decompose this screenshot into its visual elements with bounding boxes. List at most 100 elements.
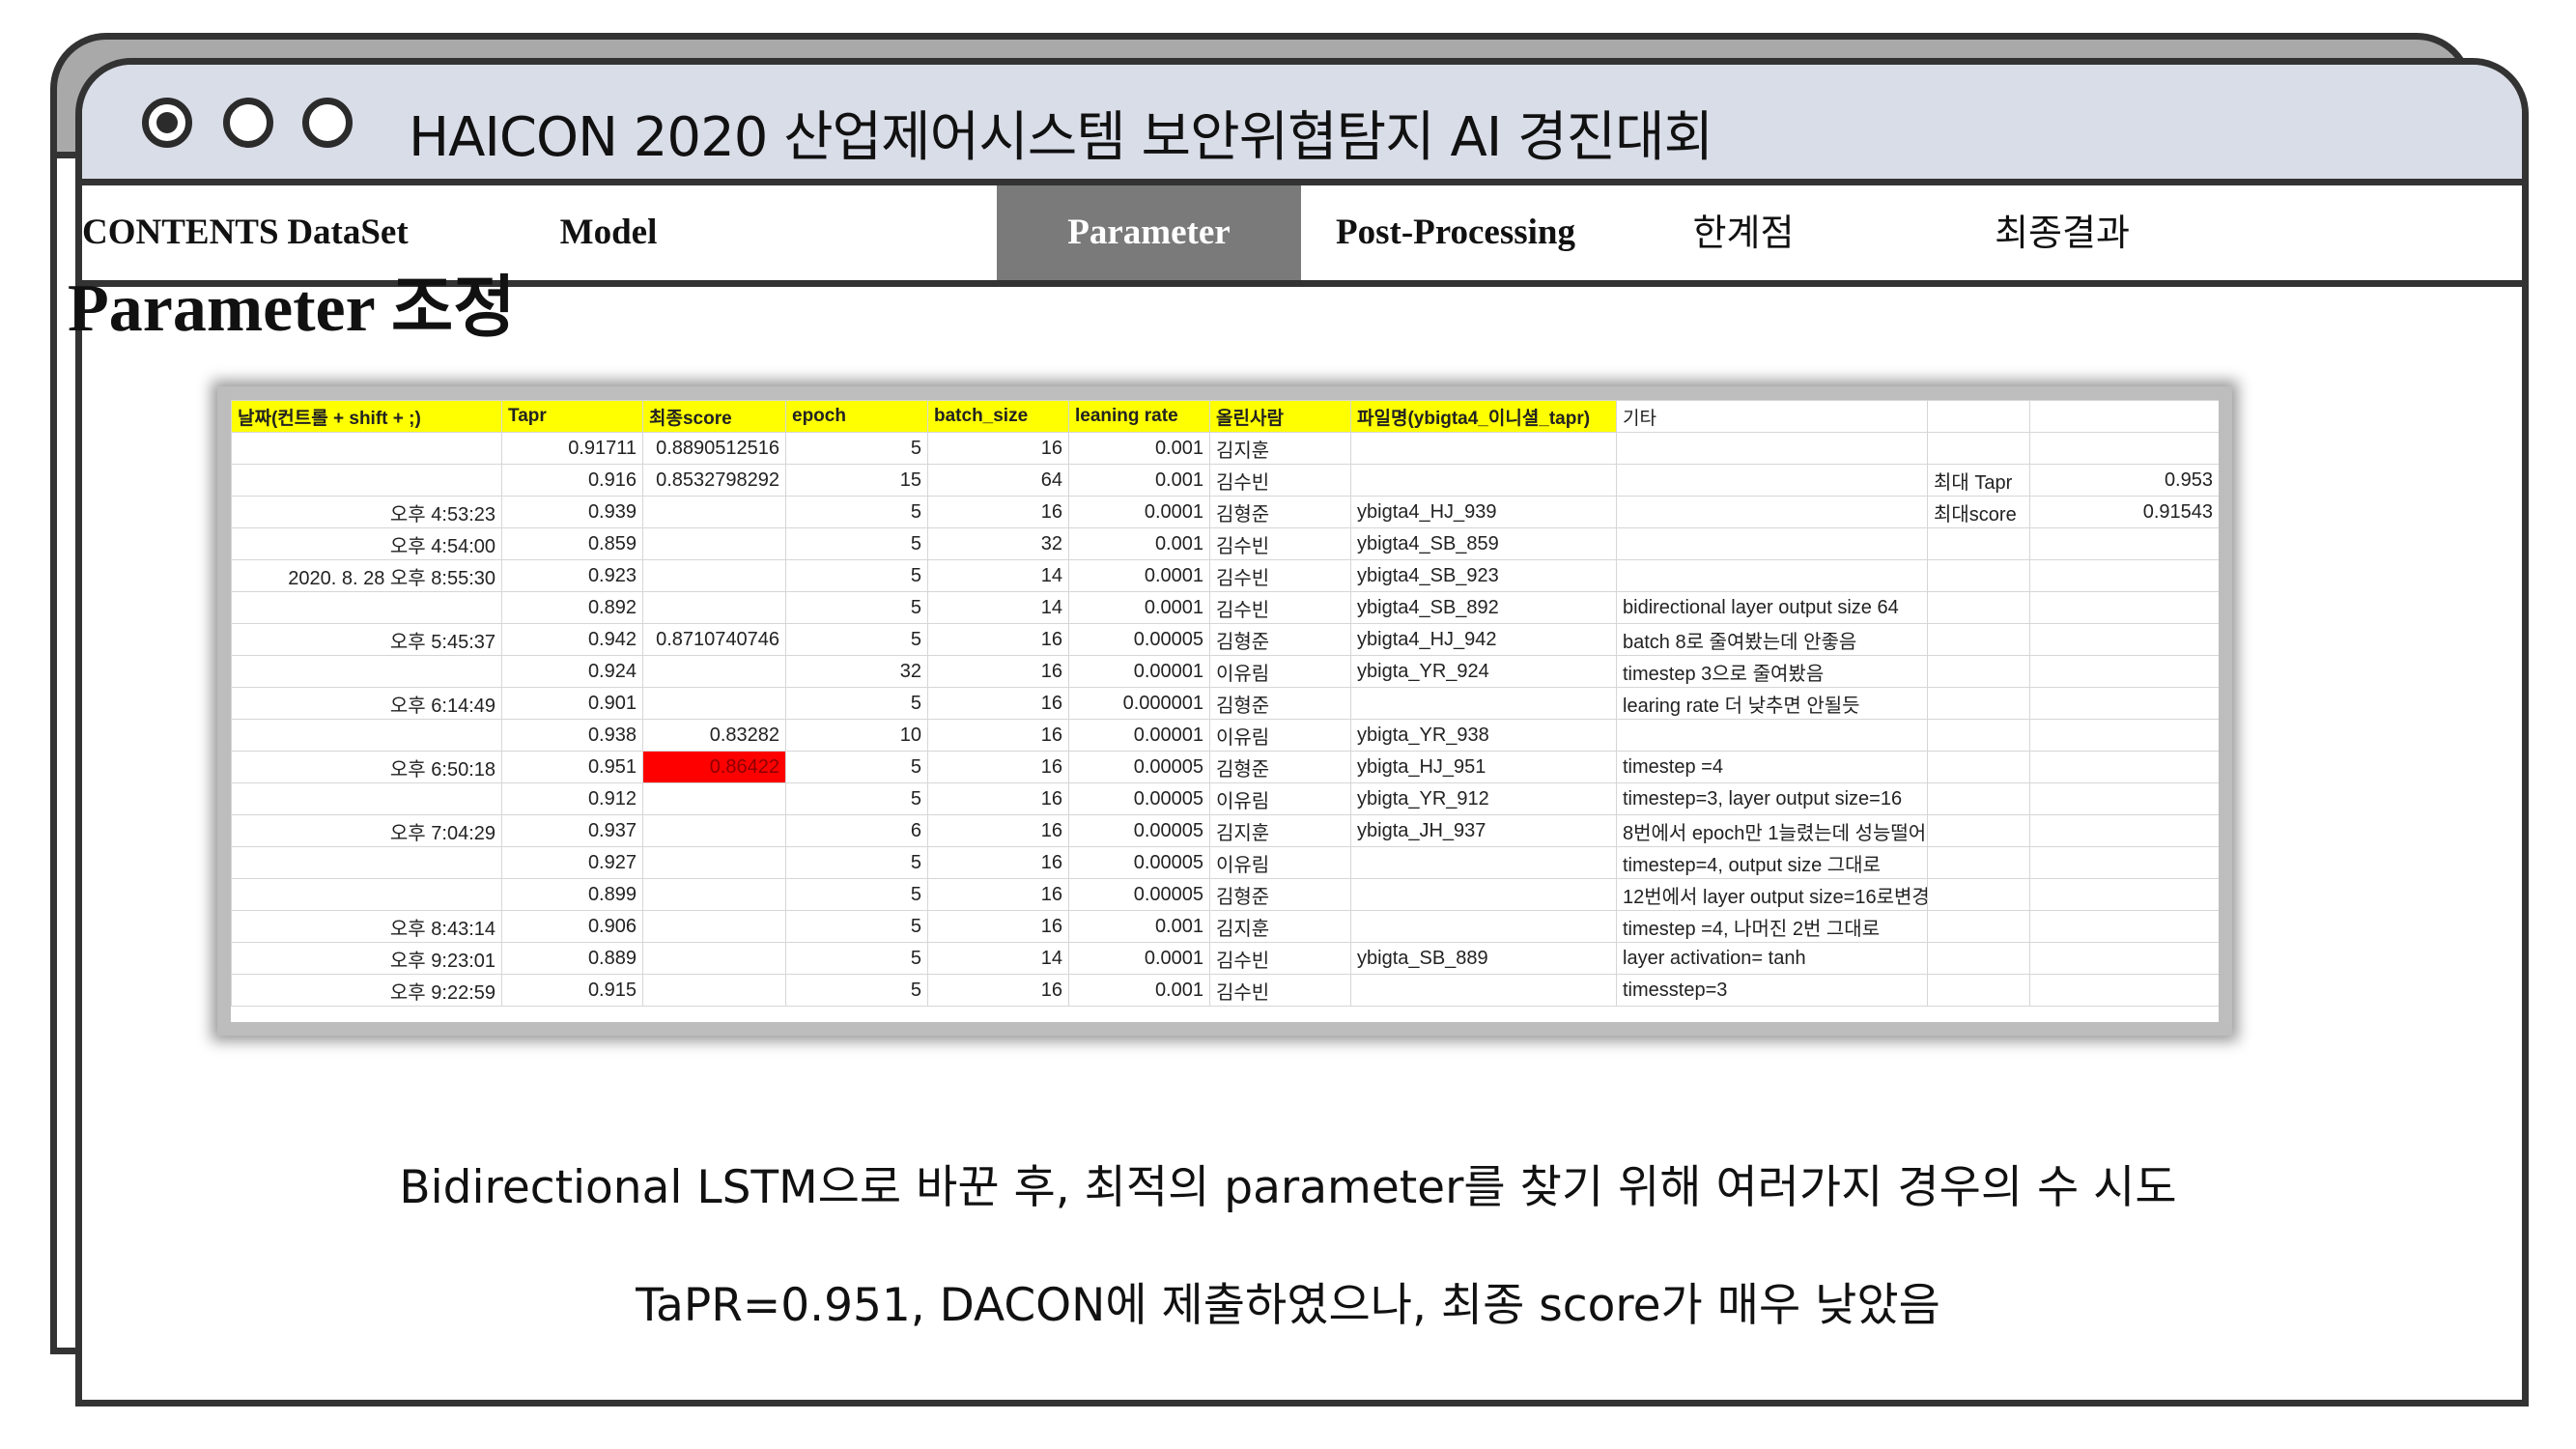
- nav-item-contents[interactable]: CONTENTS: [82, 213, 279, 252]
- table-cell[interactable]: 김수빈: [1209, 974, 1351, 1007]
- nav-item-dataset[interactable]: DataSet: [287, 213, 409, 252]
- table-cell[interactable]: 김지훈: [1209, 910, 1351, 943]
- table-cell[interactable]: 16: [927, 974, 1069, 1007]
- table-cell[interactable]: 0.001: [1068, 910, 1210, 943]
- table-cell[interactable]: [1927, 910, 2030, 943]
- table-cell[interactable]: 16: [927, 687, 1069, 720]
- table-cell[interactable]: 16: [927, 655, 1069, 688]
- table-cell[interactable]: [1350, 910, 1617, 943]
- column-header[interactable]: 날짜(컨트롤 + shift + ;): [231, 400, 502, 433]
- table-cell[interactable]: 김지훈: [1209, 814, 1351, 847]
- table-cell[interactable]: bidirectional layer output size 64: [1616, 591, 1928, 624]
- window-button-circle-icon[interactable]: [223, 98, 273, 148]
- table-cell[interactable]: ybigta4_SB_859: [1350, 527, 1617, 560]
- table-cell[interactable]: [2029, 527, 2219, 560]
- nav-item-final-results[interactable]: 최종결과: [1995, 212, 2130, 254]
- table-cell[interactable]: [1927, 878, 2030, 911]
- table-cell[interactable]: 14: [927, 591, 1069, 624]
- table-cell[interactable]: [1927, 814, 2030, 847]
- table-cell[interactable]: [231, 655, 502, 688]
- table-cell[interactable]: [2029, 910, 2219, 943]
- table-cell[interactable]: 0.001: [1068, 464, 1210, 497]
- table-cell[interactable]: [231, 591, 502, 624]
- table-cell[interactable]: ybigta_YR_924: [1350, 655, 1617, 688]
- table-cell[interactable]: 0.906: [501, 910, 643, 943]
- table-cell[interactable]: 0.86422: [642, 751, 786, 783]
- table-cell[interactable]: 이유림: [1209, 655, 1351, 688]
- table-cell[interactable]: ybigta_SB_889: [1350, 942, 1617, 975]
- table-cell[interactable]: [1927, 751, 2030, 783]
- table-cell[interactable]: 16: [927, 878, 1069, 911]
- table-cell[interactable]: 0.0001: [1068, 559, 1210, 592]
- table-cell[interactable]: 5: [785, 942, 928, 975]
- column-header[interactable]: Tapr: [501, 400, 643, 433]
- table-cell[interactable]: [2029, 814, 2219, 847]
- table-cell[interactable]: 16: [927, 719, 1069, 752]
- window-button-circle-icon[interactable]: [302, 98, 353, 148]
- table-cell[interactable]: 0.899: [501, 878, 643, 911]
- table-cell[interactable]: 오후 9:22:59: [231, 974, 502, 1007]
- table-cell[interactable]: 0.8890512516: [642, 432, 786, 465]
- table-cell[interactable]: layer activation= tanh: [1616, 942, 1928, 975]
- table-cell[interactable]: 5: [785, 591, 928, 624]
- table-cell[interactable]: [1927, 719, 2030, 752]
- table-cell[interactable]: 김수빈: [1209, 527, 1351, 560]
- table-cell[interactable]: ybigta4_SB_923: [1350, 559, 1617, 592]
- table-cell[interactable]: 김지훈: [1209, 432, 1351, 465]
- table-cell[interactable]: [1616, 559, 1928, 592]
- table-cell[interactable]: ybigta4_HJ_939: [1350, 496, 1617, 528]
- nav-item-parameter[interactable]: Parameter: [997, 185, 1301, 280]
- table-cell[interactable]: 0.912: [501, 782, 643, 815]
- table-cell[interactable]: batch 8로 줄여봤는데 안좋음: [1616, 623, 1928, 656]
- table-cell[interactable]: [642, 496, 786, 528]
- table-cell[interactable]: [642, 974, 786, 1007]
- table-cell[interactable]: [1350, 464, 1617, 497]
- table-cell[interactable]: 15: [785, 464, 928, 497]
- table-cell[interactable]: [642, 878, 786, 911]
- table-cell[interactable]: [2029, 687, 2219, 720]
- table-cell[interactable]: [2029, 974, 2219, 1007]
- table-cell[interactable]: 5: [785, 687, 928, 720]
- table-cell[interactable]: 김수빈: [1209, 942, 1351, 975]
- table-cell[interactable]: [1927, 432, 2030, 465]
- table-cell[interactable]: 0.83282: [642, 719, 786, 752]
- table-cell[interactable]: [231, 878, 502, 911]
- table-cell[interactable]: [2029, 655, 2219, 688]
- table-cell[interactable]: ybigta_HJ_951: [1350, 751, 1617, 783]
- table-cell[interactable]: 0.001: [1068, 974, 1210, 1007]
- table-cell[interactable]: timestep=3, layer output size=16: [1616, 782, 1928, 815]
- column-header[interactable]: 최종score: [642, 400, 786, 433]
- table-cell[interactable]: [1616, 719, 1928, 752]
- table-cell[interactable]: 0.892: [501, 591, 643, 624]
- table-cell[interactable]: 16: [927, 782, 1069, 815]
- table-cell[interactable]: 16: [927, 432, 1069, 465]
- column-header[interactable]: leaning rate: [1068, 400, 1210, 433]
- table-cell[interactable]: 16: [927, 846, 1069, 879]
- table-cell[interactable]: [1350, 846, 1617, 879]
- column-header[interactable]: [2029, 400, 2219, 433]
- table-cell[interactable]: 16: [927, 910, 1069, 943]
- table-cell[interactable]: 최대 Tapr: [1927, 464, 2030, 497]
- column-header[interactable]: 파일명(ybigta4_이니셜_tapr): [1350, 400, 1617, 433]
- table-cell[interactable]: 이유림: [1209, 719, 1351, 752]
- table-cell[interactable]: 오후 8:43:14: [231, 910, 502, 943]
- table-cell[interactable]: [2029, 878, 2219, 911]
- table-cell[interactable]: [642, 814, 786, 847]
- table-cell[interactable]: 5: [785, 910, 928, 943]
- column-header[interactable]: [1927, 400, 2030, 433]
- table-cell[interactable]: 0.859: [501, 527, 643, 560]
- table-cell[interactable]: [1927, 974, 2030, 1007]
- table-cell[interactable]: 0.001: [1068, 432, 1210, 465]
- table-cell[interactable]: [2029, 782, 2219, 815]
- nav-item-model[interactable]: Model: [559, 213, 658, 252]
- table-cell[interactable]: [642, 687, 786, 720]
- table-cell[interactable]: timestep =4, 나머진 2번 그대로: [1616, 910, 1928, 943]
- table-cell[interactable]: 0.91543: [2029, 496, 2219, 528]
- table-cell[interactable]: [642, 591, 786, 624]
- table-cell[interactable]: [2029, 719, 2219, 752]
- table-cell[interactable]: 0.951: [501, 751, 643, 783]
- table-cell[interactable]: 0.00005: [1068, 878, 1210, 911]
- column-header[interactable]: epoch: [785, 400, 928, 433]
- table-cell[interactable]: 김형준: [1209, 878, 1351, 911]
- table-cell[interactable]: 12번에서 layer output size=16로변경, 성능 많이 안좋음: [1616, 878, 1928, 911]
